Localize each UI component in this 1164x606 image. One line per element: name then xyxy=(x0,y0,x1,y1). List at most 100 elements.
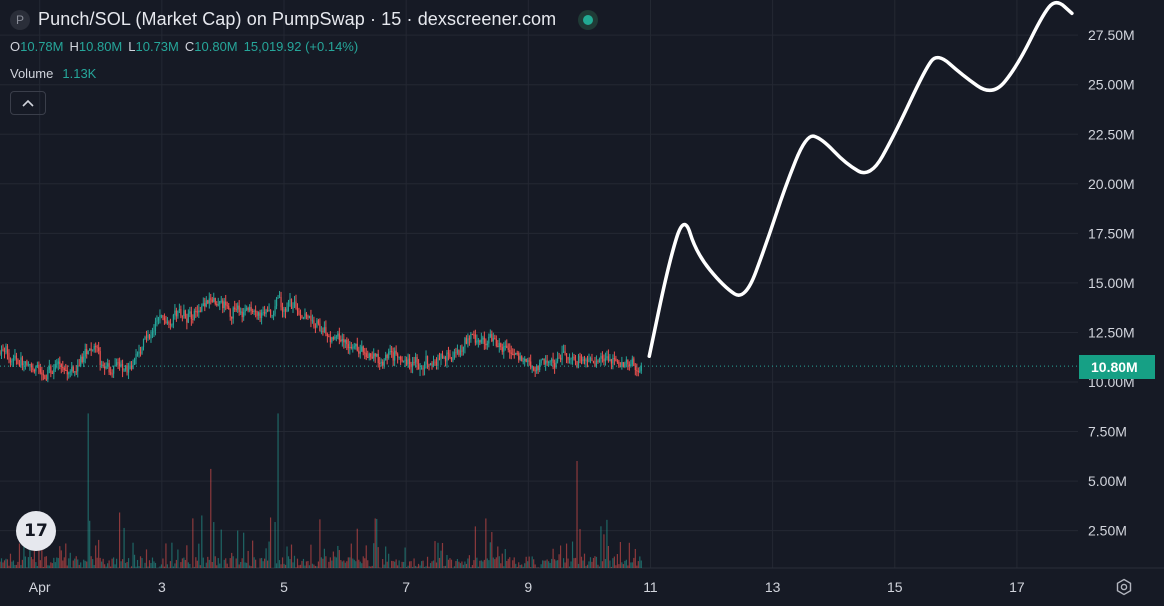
candle-body xyxy=(54,364,56,370)
volume-bar xyxy=(223,559,225,568)
candle-body xyxy=(456,349,459,353)
volume-bar xyxy=(18,543,21,568)
volume-bar xyxy=(189,563,191,568)
candle-body xyxy=(238,305,240,313)
candle-body xyxy=(201,305,203,312)
candle-body xyxy=(509,349,511,353)
volume-bar xyxy=(238,564,240,568)
volume-bar xyxy=(471,565,473,568)
candle-body xyxy=(126,365,128,373)
volume-bar xyxy=(66,565,68,568)
market-status-icon xyxy=(578,9,599,30)
volume-bar xyxy=(299,564,302,568)
candle-body xyxy=(488,336,490,344)
volume-bar xyxy=(151,557,154,568)
candle-body xyxy=(44,375,46,380)
candle-body xyxy=(473,334,475,336)
candle-body xyxy=(395,350,397,354)
volume-bar xyxy=(51,563,53,568)
volume-bar xyxy=(96,557,98,568)
candle-body xyxy=(123,369,125,371)
volume-bar xyxy=(240,561,242,568)
volume-bar xyxy=(287,556,290,568)
volume-bar xyxy=(479,560,481,568)
volume-bar xyxy=(195,557,197,568)
candle-body xyxy=(545,360,547,365)
volume-bar xyxy=(352,558,354,568)
volume-bar xyxy=(132,542,134,568)
high-label: H xyxy=(69,39,79,54)
candle-body xyxy=(253,310,255,312)
candle-body xyxy=(261,312,263,319)
volume-bar xyxy=(512,560,514,568)
candle-body xyxy=(9,359,12,363)
candle-body xyxy=(87,350,89,355)
candle-body xyxy=(42,374,44,376)
candle-body xyxy=(116,362,118,366)
volume-bar xyxy=(33,540,35,568)
volume-bar xyxy=(548,561,550,568)
volume-bar xyxy=(422,560,424,568)
volume-bar xyxy=(265,548,267,568)
candle-body xyxy=(633,358,635,366)
candle-body xyxy=(187,313,189,323)
settings-icon[interactable] xyxy=(1115,578,1133,601)
candle-body xyxy=(388,351,390,358)
candle-body xyxy=(477,340,479,342)
candle-body xyxy=(437,358,439,367)
candle-body xyxy=(77,365,79,372)
volume-bar xyxy=(447,559,450,568)
volume-bar xyxy=(349,557,351,568)
collapse-legend-button[interactable] xyxy=(10,91,46,115)
candle-body xyxy=(262,312,264,314)
volume-bar xyxy=(293,555,296,568)
candle-body xyxy=(323,327,325,332)
volume-value: 1.13K xyxy=(62,66,97,81)
volume-bar xyxy=(504,549,506,568)
candle-body xyxy=(163,317,166,321)
volume-bar xyxy=(283,563,285,568)
candle-body xyxy=(462,346,465,352)
volume-bar xyxy=(48,565,50,568)
candle-body xyxy=(483,337,485,344)
candle-body xyxy=(5,346,7,352)
candle-body xyxy=(292,306,294,309)
candle-body xyxy=(198,310,200,313)
volume-bar xyxy=(440,550,442,568)
volume-bar xyxy=(11,561,13,568)
volume-bar xyxy=(449,558,451,568)
tradingview-logo[interactable]: 17 xyxy=(16,511,56,551)
candle-body xyxy=(186,318,188,323)
candle-body xyxy=(217,304,219,306)
candle-body xyxy=(570,358,572,360)
volume-bar xyxy=(346,561,348,568)
volume-bar xyxy=(395,559,397,568)
candle-body xyxy=(235,309,237,311)
volume-bar xyxy=(533,559,535,568)
volume-bar xyxy=(305,561,308,568)
volume-bar xyxy=(420,561,423,568)
open-value: 10.78M xyxy=(20,39,64,54)
volume-bar xyxy=(302,558,305,568)
volume-bar xyxy=(574,557,577,568)
candle-body xyxy=(341,338,343,342)
volume-bar xyxy=(458,561,460,568)
candle-body xyxy=(334,336,336,339)
volume-bar xyxy=(565,543,568,568)
volume-bar xyxy=(540,564,542,568)
volume-bar xyxy=(616,554,618,568)
candle-body xyxy=(322,330,324,332)
volume-bar xyxy=(637,561,639,568)
volume-bar xyxy=(207,556,209,568)
volume-bar xyxy=(205,562,207,568)
candle-body xyxy=(14,355,16,358)
candle-body xyxy=(263,312,266,314)
volume-bar xyxy=(56,557,58,568)
candle-body xyxy=(347,344,349,349)
candle-body xyxy=(562,351,565,353)
candle-body xyxy=(169,323,172,325)
volume-bar xyxy=(426,556,429,568)
candle-body xyxy=(246,308,248,310)
candle-body xyxy=(168,321,170,324)
